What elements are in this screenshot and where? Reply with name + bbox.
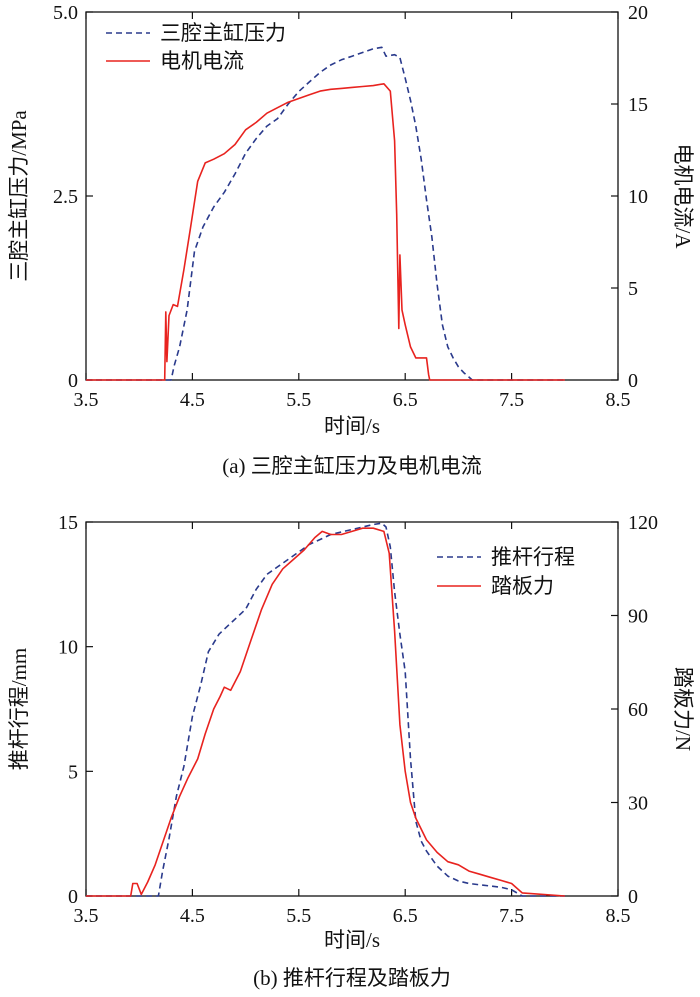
series-line-b-0 — [86, 522, 565, 897]
xtick-label-a-3: 6.5 — [393, 389, 418, 411]
ytick-right-label-a-1: 5 — [628, 278, 638, 300]
series-line-b-1 — [86, 527, 565, 897]
ylabel-right-b: 踏板力/N — [671, 667, 695, 751]
legend-b: 推杆行程 踏板力 — [437, 545, 575, 598]
ytick-left-label-b-3: 15 — [58, 512, 78, 534]
ytick-right-label-b-4: 120 — [628, 512, 658, 534]
xtick-label-a-1: 4.5 — [180, 389, 205, 411]
ytick-left-label-a-2: 5.0 — [53, 2, 78, 24]
xlabel-a: 时间/s — [324, 414, 380, 438]
series-group-b — [86, 522, 565, 897]
ytick-left-label-b-2: 10 — [58, 637, 78, 659]
xtick-label-b-2: 5.5 — [286, 905, 311, 927]
series-line-a-0 — [86, 46, 565, 381]
xtick-label-b-0: 3.5 — [74, 905, 99, 927]
ytick-left-label-b-0: 0 — [68, 886, 78, 908]
ytick-left-label-a-1: 2.5 — [53, 186, 78, 208]
ytick-right-label-b-2: 60 — [628, 699, 648, 721]
legend-a-label-1: 电机电流 — [160, 49, 244, 73]
xtick-label-b-1: 4.5 — [180, 905, 205, 927]
legend-b-label-1: 踏板力 — [491, 574, 554, 598]
series-line-a-1 — [86, 83, 565, 381]
ytick-left-label-a-0: 0 — [68, 370, 78, 392]
ylabel-left-a: 三腔主缸压力/MPa — [7, 110, 31, 282]
series-group-a — [86, 46, 565, 381]
xtick-label-a-4: 7.5 — [499, 389, 524, 411]
xtick-label-b-4: 7.5 — [499, 905, 524, 927]
ytick-left-label-b-1: 5 — [68, 761, 78, 783]
xtick-label-b-5: 8.5 — [606, 905, 631, 927]
legend-b-label-0: 推杆行程 — [491, 545, 575, 569]
ytick-right-label-a-4: 20 — [628, 2, 648, 24]
ylabel-right-a: 电机电流/A — [671, 144, 695, 250]
caption-b: (b) 推杆行程及踏板力 — [253, 966, 451, 990]
xtick-label-a-2: 5.5 — [286, 389, 311, 411]
ytick-right-label-b-0: 0 — [628, 886, 638, 908]
ytick-right-label-b-1: 30 — [628, 793, 648, 815]
ytick-right-label-a-0: 0 — [628, 370, 638, 392]
ytick-right-label-a-3: 15 — [628, 94, 648, 116]
xlabel-b: 时间/s — [324, 928, 380, 952]
caption-a: (a) 三腔主缸压力及电机电流 — [222, 454, 482, 478]
ylabel-left-b: 推杆行程/mm — [7, 648, 31, 771]
legend-a-label-0: 三腔主缸压力 — [160, 21, 286, 45]
xtick-label-a-5: 8.5 — [606, 389, 631, 411]
ytick-right-label-b-3: 90 — [628, 606, 648, 628]
xtick-label-a-0: 3.5 — [74, 389, 99, 411]
ytick-right-label-a-2: 10 — [628, 186, 648, 208]
xtick-label-b-3: 6.5 — [393, 905, 418, 927]
legend-a: 三腔主缸压力 电机电流 — [106, 21, 286, 73]
